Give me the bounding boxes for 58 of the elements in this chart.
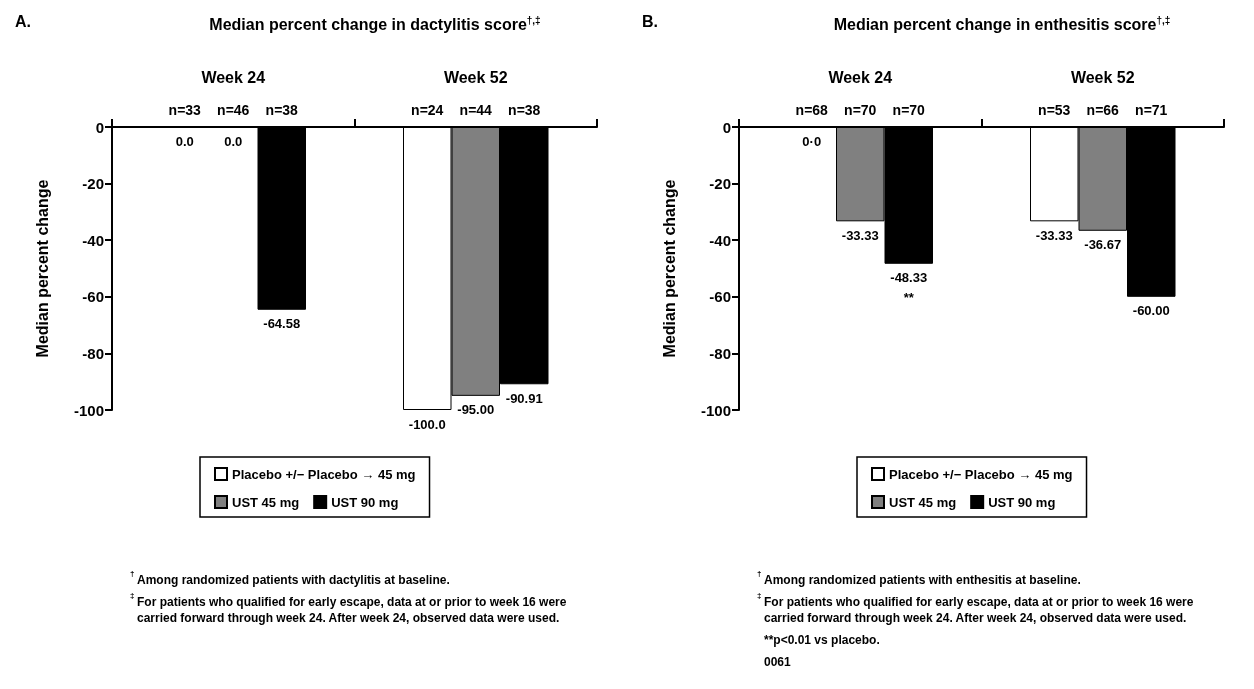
annotation: n=44 [459,102,493,118]
y-tick-label: -20 [709,175,731,193]
annotation: n=70 [844,102,877,118]
annotation: n=24 [411,102,444,118]
y-tick-label: -100 [700,401,731,419]
chart-title: Median percent change in dactylitis score†,‡ [209,14,541,33]
annotation: n=33 [168,102,202,118]
y-tick-label: -80 [82,344,104,362]
y-tick-label: -80 [709,344,731,362]
annotation: n=46 [217,102,250,118]
y-tick-label: 0 [95,118,104,136]
legend-label: UST 45 mg [232,494,300,510]
x-tick-label: Week 24 [201,68,266,86]
text: B. [642,12,658,30]
text: **p<0.01 vs placebo. [764,633,880,647]
annotation: n=53 [1038,102,1071,118]
x-tick-label: Week 52 [1070,68,1135,86]
y-tick-label: -40 [82,231,104,249]
y-tick-label: -60 [82,288,104,306]
y-tick-label: 0 [722,118,731,136]
data-label: -60.00 [1132,303,1170,319]
y-tick-label: -100 [73,401,104,419]
y-tick-label: -40 [709,231,731,249]
data-label: -64.58 [263,316,301,332]
data-label: -36.67 [1084,237,1122,253]
legend-label: UST 90 mg [331,494,399,510]
text: †Among randomized patients with enthesitis at baseline. [757,568,1081,587]
text: 0061 [764,655,792,669]
text: ‡For patients who qualified for early escape, data at or prior to week 16 were carried forward through week 24. After week 24, observed data were used. [757,590,1197,625]
data-label: -33.33 [841,227,879,243]
legend-label: Placebo +/− Placebo → 45 mg [232,466,416,482]
y-tick-label: -60 [709,288,731,306]
x-tick-label: Week 52 [443,68,508,86]
x-tick-label: Week 24 [828,68,893,86]
legend-label: Placebo +/− Placebo → 45 mg [889,466,1073,482]
data-label: -33.33 [1035,227,1073,243]
data-label: -48.33 ** [890,270,928,306]
annotation: n=70 [892,102,926,118]
annotation: n=66 [1086,102,1120,118]
data-label: 0.0 [224,134,243,149]
data-label: -95.00 [457,402,495,418]
y-axis-title: Median percent change [660,179,678,358]
text: A. [15,12,31,30]
text: †Among randomized patients with dactylitis at baseline. [130,568,450,587]
data-label: 0.0 [175,134,194,149]
y-tick-label: -20 [82,175,104,193]
data-label: -90.91 [505,390,543,406]
data-label: 0·0 [802,134,822,149]
text: ‡For patients who qualified for early escape, data at or prior to week 16 were carried forward through week 24. After week 24, observed data were used. [130,590,570,625]
chart-title: Median percent change in enthesitis score†,‡ [833,14,1171,33]
annotation: n=68 [795,102,829,118]
legend-label: UST 45 mg [889,494,957,510]
data-label: -100.0 [408,416,446,432]
annotation: n=38 [265,102,299,118]
y-axis-title: Median percent change [33,179,51,358]
annotation: n=71 [1135,102,1168,118]
annotation: n=38 [508,102,541,118]
legend-label: UST 90 mg [988,494,1056,510]
